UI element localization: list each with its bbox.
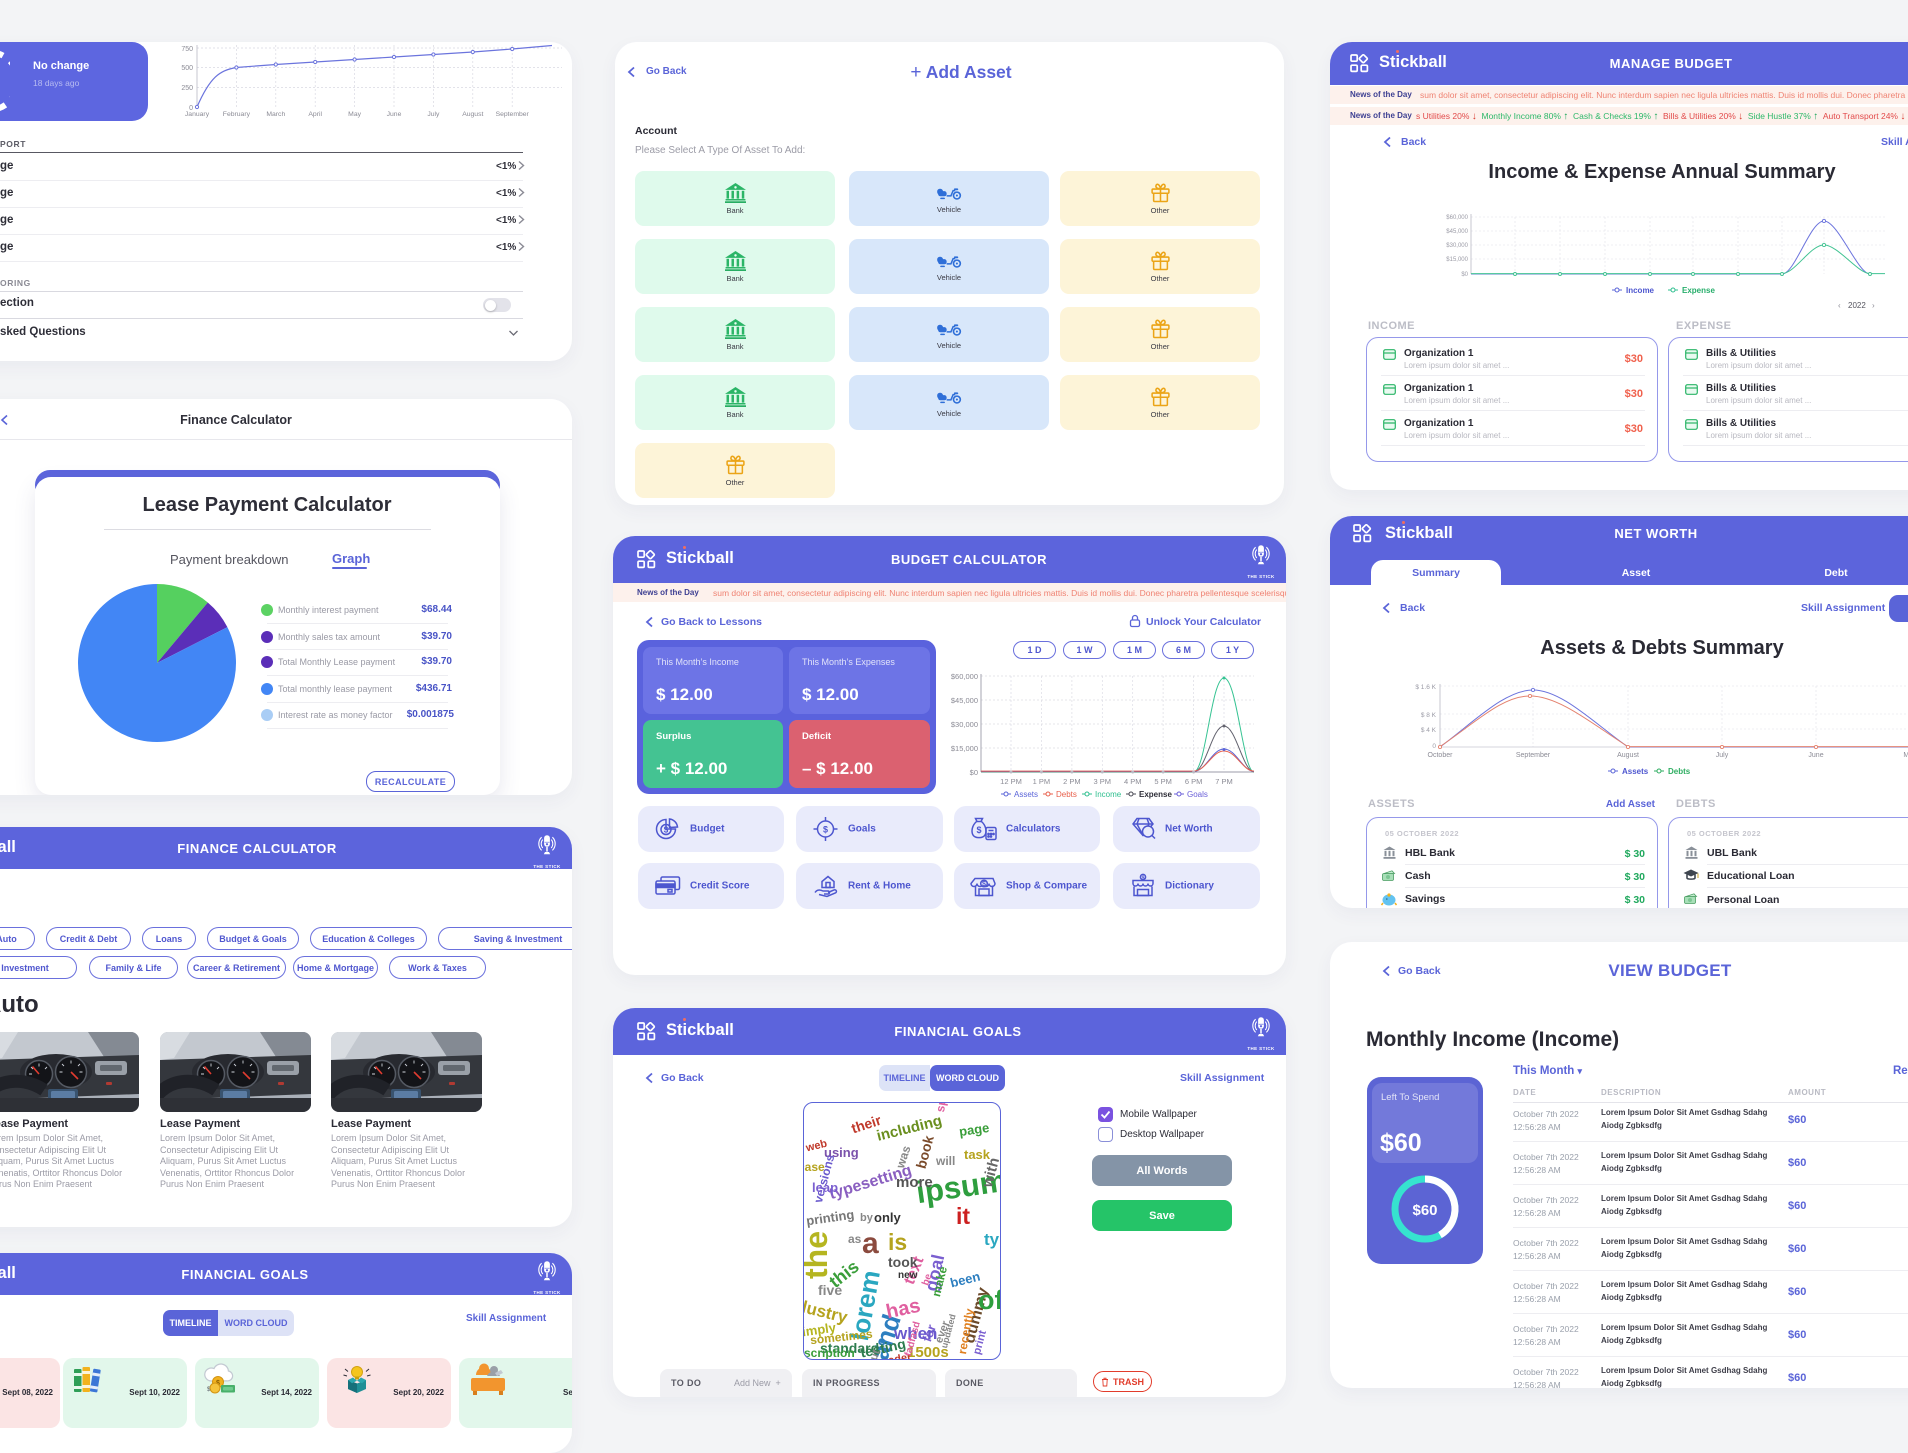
- svg-text:$45,000: $45,000: [1446, 229, 1468, 235]
- svg-text:September: September: [1516, 752, 1551, 759]
- svg-text:$0: $0: [970, 768, 978, 777]
- svg-text:$15,000: $15,000: [951, 744, 978, 753]
- svg-text:Income: Income: [1095, 790, 1122, 799]
- svg-text:$30,000: $30,000: [951, 720, 978, 729]
- svg-text:$30,000: $30,000: [1446, 243, 1468, 249]
- svg-text:250: 250: [181, 85, 193, 92]
- svg-text:›: ›: [1872, 301, 1875, 310]
- svg-text:October: October: [1428, 752, 1454, 759]
- svg-text:$45,000: $45,000: [951, 696, 978, 705]
- svg-text:$: $: [207, 1387, 211, 1393]
- svg-text:$ 1.6 K: $ 1.6 K: [1415, 684, 1436, 691]
- svg-text:0: 0: [189, 105, 193, 112]
- svg-text:$: $: [823, 825, 828, 835]
- svg-text:$15,000: $15,000: [1446, 257, 1468, 263]
- svg-text:March: March: [266, 111, 285, 118]
- svg-text:5 PM: 5 PM: [1154, 777, 1172, 786]
- svg-text:$60: $60: [1412, 1202, 1437, 1219]
- svg-text:$: $: [976, 825, 981, 835]
- svg-text:September: September: [496, 111, 530, 118]
- svg-text:February: February: [223, 111, 251, 118]
- svg-text:April: April: [308, 111, 322, 118]
- svg-text:Goals: Goals: [1187, 790, 1208, 799]
- svg-text:$60,000: $60,000: [951, 672, 978, 681]
- svg-text:May: May: [1903, 752, 1908, 759]
- svg-text:$60,000: $60,000: [1446, 215, 1468, 221]
- svg-text:$ 4 K: $ 4 K: [1421, 727, 1437, 734]
- svg-text:4 PM: 4 PM: [1124, 777, 1142, 786]
- svg-text:Debts: Debts: [1668, 767, 1691, 776]
- svg-text:$: $: [1141, 876, 1144, 882]
- svg-text:July: July: [1716, 752, 1729, 759]
- svg-text:Assets: Assets: [1622, 767, 1649, 776]
- svg-text:May: May: [348, 111, 361, 118]
- svg-text:7 PM: 7 PM: [1215, 777, 1233, 786]
- svg-text:Assets: Assets: [1014, 790, 1038, 799]
- svg-text:Expense: Expense: [1139, 790, 1172, 799]
- svg-text:August: August: [462, 111, 483, 118]
- svg-text:August: August: [1617, 752, 1639, 759]
- svg-text:July: July: [427, 111, 440, 118]
- svg-text:Income: Income: [1626, 286, 1655, 295]
- svg-text:January: January: [185, 111, 210, 118]
- svg-text:6 PM: 6 PM: [1185, 777, 1203, 786]
- svg-text:2022: 2022: [1848, 301, 1866, 310]
- svg-text:750: 750: [181, 46, 193, 53]
- svg-text:$0: $0: [1461, 272, 1468, 278]
- svg-text:500: 500: [181, 65, 193, 72]
- svg-text:1 PM: 1 PM: [1033, 777, 1051, 786]
- svg-text:June: June: [1808, 752, 1823, 759]
- svg-text:‹: ‹: [1838, 301, 1841, 310]
- svg-text:3 PM: 3 PM: [1094, 777, 1112, 786]
- svg-text:June: June: [387, 111, 402, 118]
- svg-text:12 PM: 12 PM: [1000, 777, 1022, 786]
- svg-text:$: $: [664, 826, 669, 835]
- svg-text:Expense: Expense: [1682, 286, 1715, 295]
- svg-text:0: 0: [1432, 743, 1436, 750]
- svg-text:$: $: [982, 881, 986, 888]
- svg-text:Debts: Debts: [1056, 790, 1077, 799]
- svg-text:2 PM: 2 PM: [1063, 777, 1081, 786]
- svg-text:$ 8 K: $ 8 K: [1421, 712, 1437, 719]
